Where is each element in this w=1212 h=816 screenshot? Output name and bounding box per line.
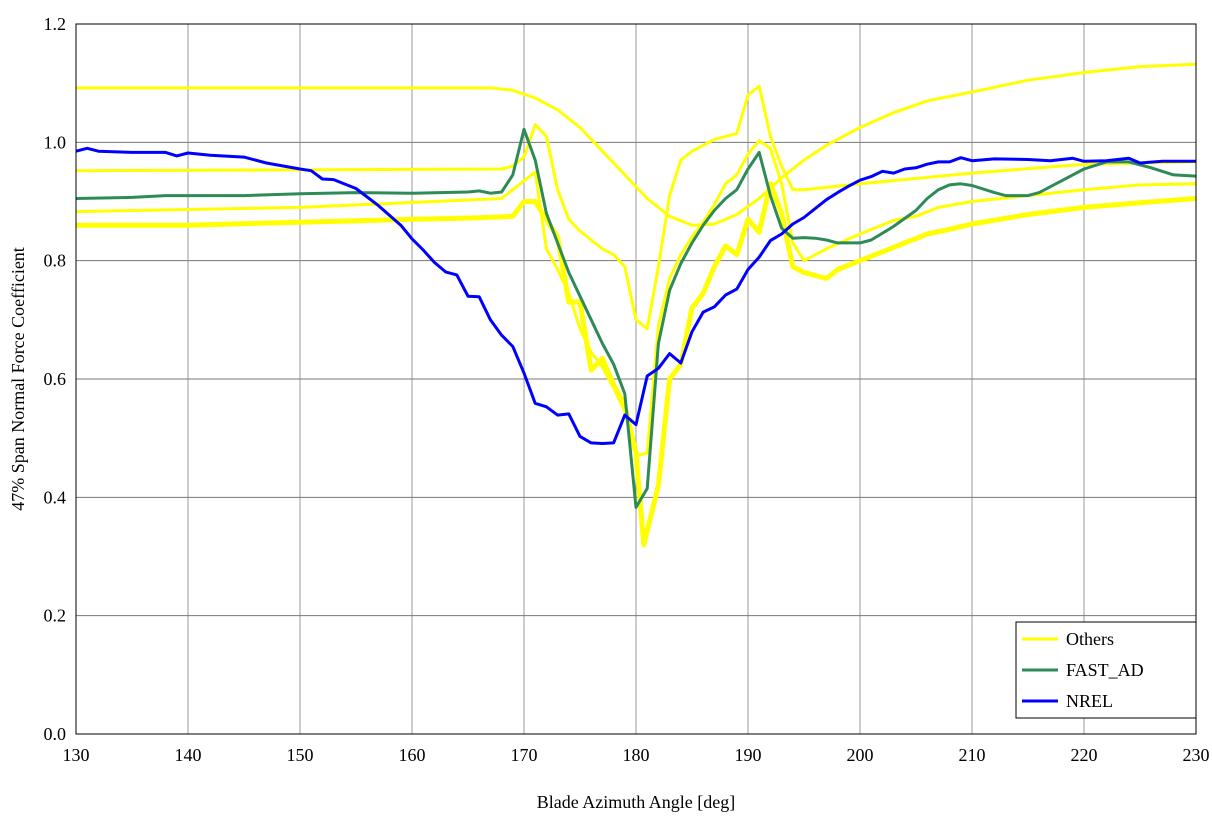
y-tick-label: 1.2: [44, 14, 67, 34]
legend: Others FAST_AD NREL: [1015, 621, 1197, 719]
series-line-nrel: [75, 146, 1196, 445]
y-tick-label: 0.4: [44, 487, 67, 507]
legend-label-fast-ad: FAST_AD: [1066, 660, 1144, 680]
x-axis-label: Blade Azimuth Angle [deg]: [537, 792, 735, 812]
plot-area-border: [75, 23, 1197, 735]
x-tick-label: 160: [399, 745, 426, 765]
y-tick-label: 0.0: [44, 724, 67, 744]
y-tick-labels: 0.0 0.2 0.4 0.6 0.8 1.0 1.2: [44, 14, 67, 744]
x-tick-label: 220: [1071, 745, 1098, 765]
series-line-others: [75, 84, 1197, 331]
x-tick-label: 210: [959, 745, 986, 765]
y-tick-label: 1.0: [44, 132, 67, 152]
series-lines: [75, 62, 1197, 548]
x-tick-label: 140: [175, 745, 202, 765]
x-tick-labels: 130 140 150 160 170 180 190 200 210 220 230: [63, 745, 1210, 765]
y-tick-label: 0.8: [44, 251, 67, 271]
x-tick-label: 180: [623, 745, 650, 765]
x-tick-label: 130: [63, 745, 90, 765]
y-tick-label: 0.2: [44, 606, 67, 626]
x-tick-label: 170: [511, 745, 538, 765]
series-line-others: [76, 181, 1197, 548]
x-tick-label: 230: [1183, 745, 1210, 765]
legend-label-others: Others: [1066, 629, 1114, 649]
series-line-fast-ad: [75, 127, 1197, 509]
x-tick-label: 190: [735, 745, 762, 765]
x-tick-label: 200: [847, 745, 874, 765]
series-line-others: [76, 62, 1197, 227]
y-axis-label: 47% Span Normal Force Coefficient: [8, 247, 28, 511]
x-tick-label: 150: [287, 745, 314, 765]
legend-label-nrel: NREL: [1066, 691, 1113, 711]
y-tick-label: 0.6: [44, 369, 67, 389]
